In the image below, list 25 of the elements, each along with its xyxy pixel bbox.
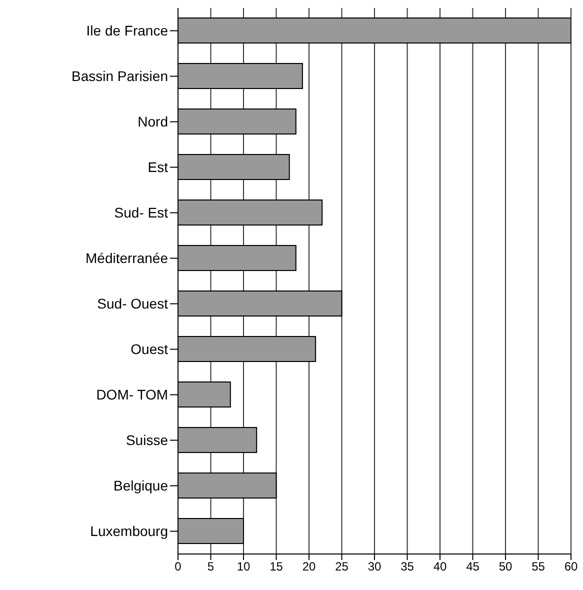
y-tick-label: Suisse [126,432,168,448]
x-tick-label: 15 [270,560,284,574]
y-tick-label: Est [148,159,168,176]
x-tick-label: 0 [174,560,182,574]
x-tick-label: 50 [498,560,512,574]
x-tick-label: 40 [433,560,447,574]
y-tick-label: Bassin Parisien [72,68,168,84]
y-tick-label: Belgique [114,478,168,494]
y-tick-label: Luxembourg [90,523,168,540]
x-tick-label: 45 [466,560,480,574]
y-tick-label: Méditerranée [86,250,168,266]
x-tick-label: 20 [302,560,316,574]
x-tick-label: 5 [207,560,214,574]
y-tick-label: DOM- TOM [96,386,168,403]
y-tick-label: Ouest [130,341,168,358]
x-tick-label: 35 [400,560,414,574]
y-tick-label: Nord [138,114,168,130]
x-tick-label: 25 [335,560,349,574]
x-tick-label: 30 [368,560,382,574]
y-tick-label: Sud- Est [114,204,168,221]
y-tick-label: Sud- Ouest [97,296,168,312]
x-tick-label: 60 [564,560,578,574]
x-tick-label: 10 [236,560,250,574]
x-tick-label: 55 [532,560,546,574]
y-tick-label: Ile de France [86,22,168,39]
